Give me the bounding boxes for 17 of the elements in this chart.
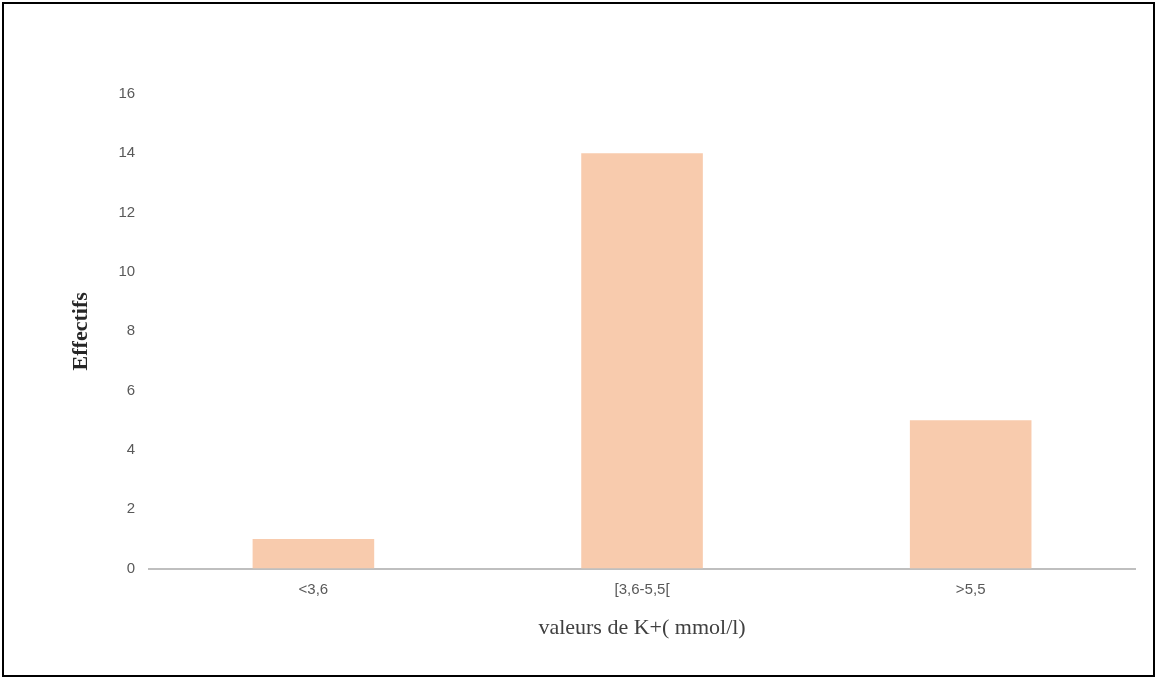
bar xyxy=(909,420,1032,569)
bar xyxy=(252,538,375,569)
y-tick-label: 10 xyxy=(118,262,136,280)
y-tick-label: 4 xyxy=(126,440,136,458)
x-tick-label: <3,6 xyxy=(298,579,329,597)
y-tick-label: 6 xyxy=(126,380,136,398)
x-tick-label: >5,5 xyxy=(955,579,986,597)
y-tick-label: 0 xyxy=(126,558,136,576)
y-tick-label: 14 xyxy=(118,143,136,161)
y-tick-label: 2 xyxy=(126,499,136,517)
y-axis-title: Effectifs xyxy=(66,291,92,371)
bar xyxy=(581,153,703,569)
y-tick-label: 12 xyxy=(118,202,136,220)
y-tick-label: 16 xyxy=(118,84,136,102)
x-tick-label: [3,6-5,5[ xyxy=(614,579,671,597)
y-tick-label: 8 xyxy=(126,321,136,339)
x-axis-title: valeurs de K+( mmol/l) xyxy=(538,613,746,639)
